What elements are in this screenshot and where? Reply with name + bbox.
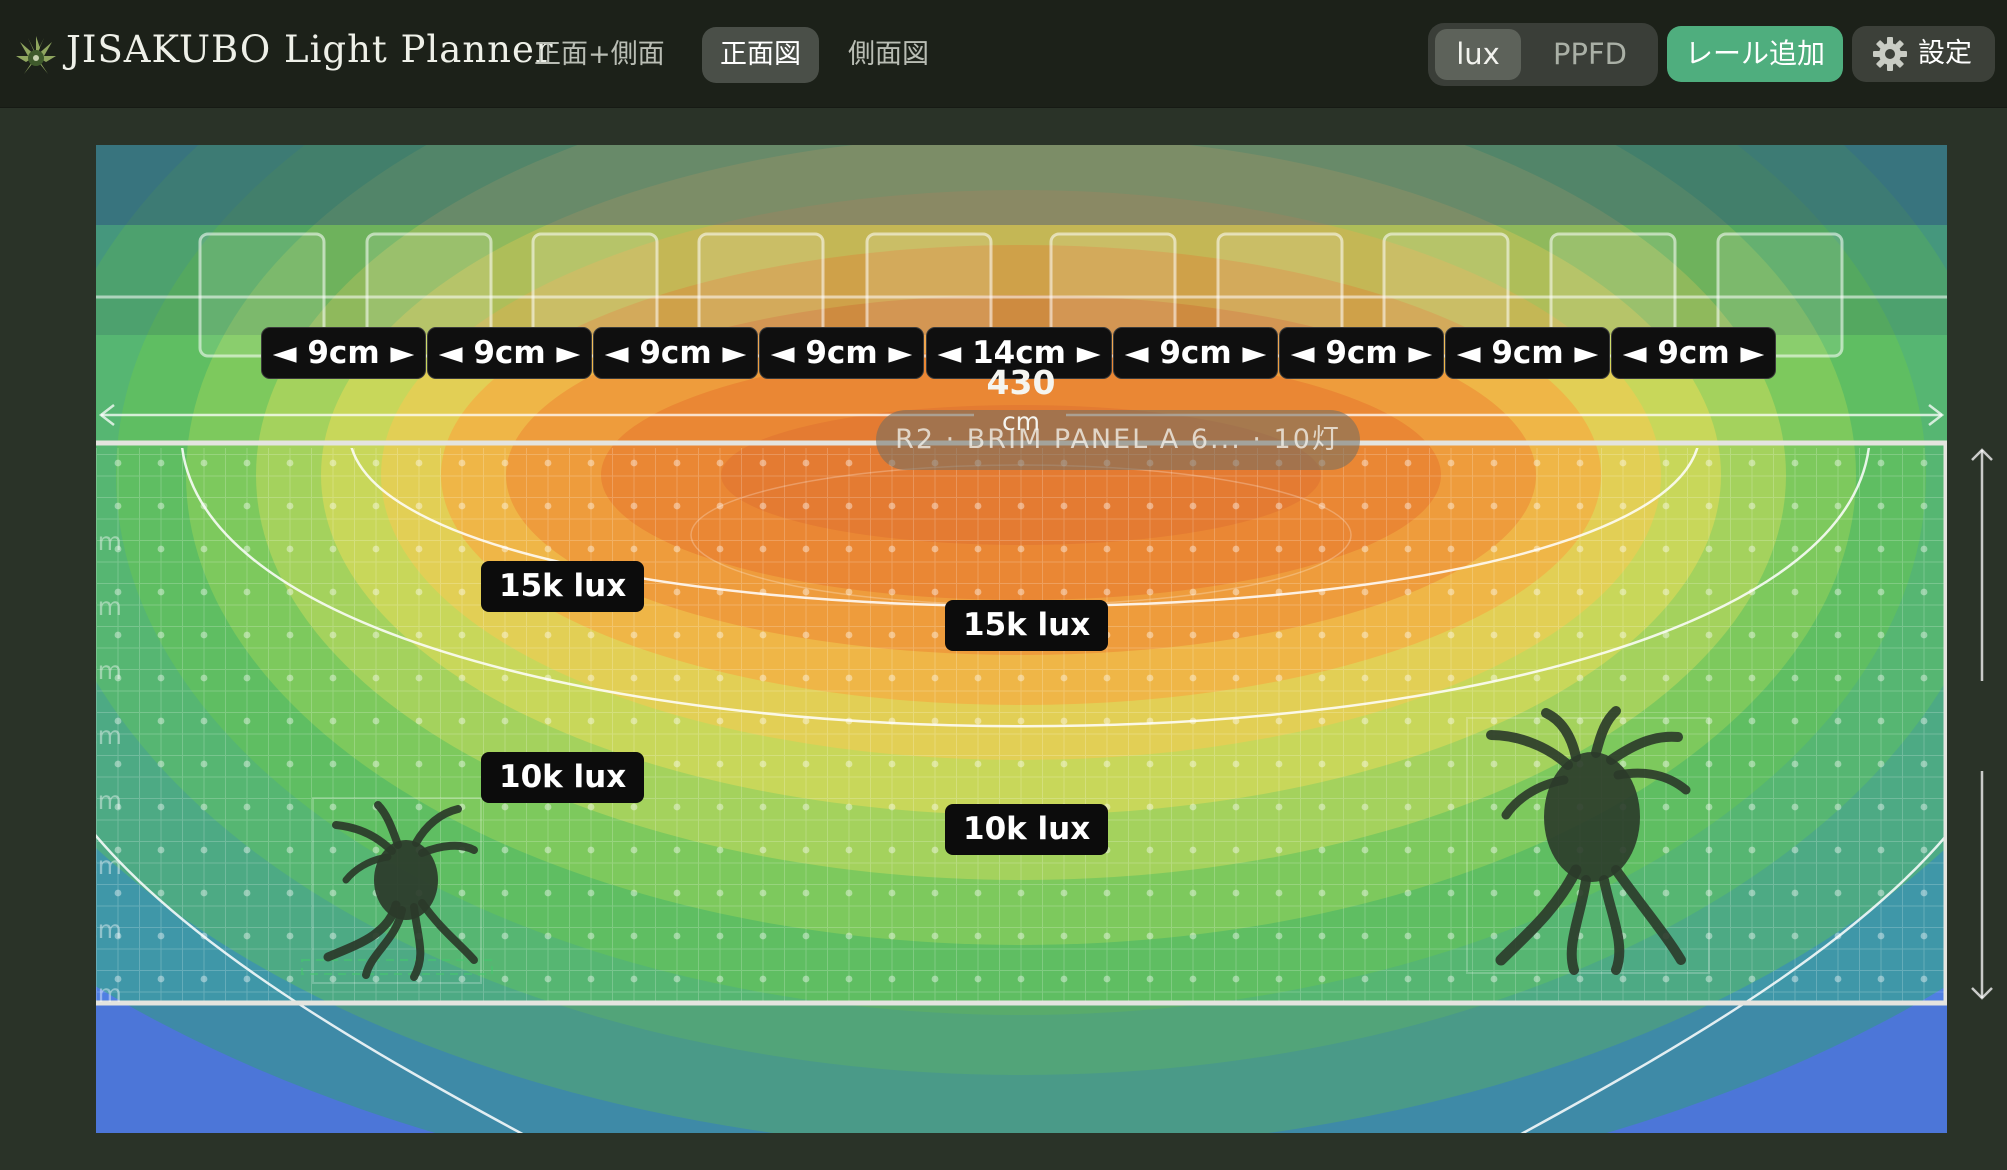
plant-logo-icon [16, 36, 56, 74]
light-fixture[interactable] [1716, 232, 1844, 358]
spacing-label[interactable]: ◄ 9cm ► [759, 327, 924, 379]
settings-button[interactable]: 設定 [1852, 26, 1995, 82]
contour-label: 15k lux [481, 561, 645, 612]
width-unit: cm [1001, 407, 1041, 436]
spacing-label[interactable]: ◄ 9cm ► [1611, 327, 1776, 379]
spacing-label[interactable]: ◄ 9cm ► [427, 327, 592, 379]
unit-ppfd-button[interactable]: PPFD [1553, 37, 1627, 71]
depth-label: 15cm [96, 527, 122, 556]
rail-label[interactable]: R2 · BRIM PANEL A 6... · 10灯 [876, 410, 1360, 470]
app-title: JISAKUBO Light Planner [66, 28, 554, 71]
depth-label: 90cm [96, 851, 122, 880]
depth-label: 60cm [96, 721, 122, 750]
top-bar: JISAKUBO Light Planner 正面+側面 正面図 側面図 lux… [0, 0, 2007, 108]
spacing-label[interactable]: ◄ 9cm ► [261, 327, 426, 379]
depth-label: 120cm [96, 979, 122, 1008]
plant-right[interactable] [1466, 706, 1710, 975]
light-fixtures [198, 232, 1844, 358]
unit-lux-button[interactable]: lux [1435, 29, 1521, 80]
tab-front-view[interactable]: 正面図 [702, 27, 819, 83]
plant-left[interactable] [301, 797, 493, 984]
contour-label: 15k lux [945, 600, 1109, 651]
width-value: 430 [986, 363, 1056, 402]
height-value: 130 [1946, 685, 1947, 724]
add-rail-button[interactable]: レール追加 [1667, 26, 1843, 82]
depth-label: 45cm [96, 656, 122, 685]
spacing-label[interactable]: ◄ 9cm ► [1279, 327, 1444, 379]
depth-label: 105cm [96, 915, 122, 944]
spacing-label[interactable]: ◄ 9cm ► [593, 327, 758, 379]
depth-label: 75cm [96, 786, 122, 815]
light-map-canvas: ◄ 9cm ► ◄ 9cm ► ◄ 9cm ► ◄ 9cm ► ◄ 14cm ►… [96, 145, 1947, 1133]
contour-label: 10k lux [481, 752, 645, 803]
contour-label: 10k lux [945, 804, 1109, 855]
height-arrow-heads [1971, 448, 1993, 1000]
tab-side-view[interactable]: 側面図 [848, 39, 929, 70]
spacing-label[interactable]: ◄ 14cm ► [926, 327, 1112, 379]
spacing-label[interactable]: ◄ 9cm ► [1445, 327, 1610, 379]
settings-label: 設定 [1918, 38, 1972, 69]
tab-front-side[interactable]: 正面+側面 [534, 39, 665, 70]
gear-icon [1873, 37, 1907, 71]
unit-toggle: lux PPFD [1428, 23, 1658, 86]
spacing-label[interactable]: ◄ 9cm ► [1113, 327, 1278, 379]
